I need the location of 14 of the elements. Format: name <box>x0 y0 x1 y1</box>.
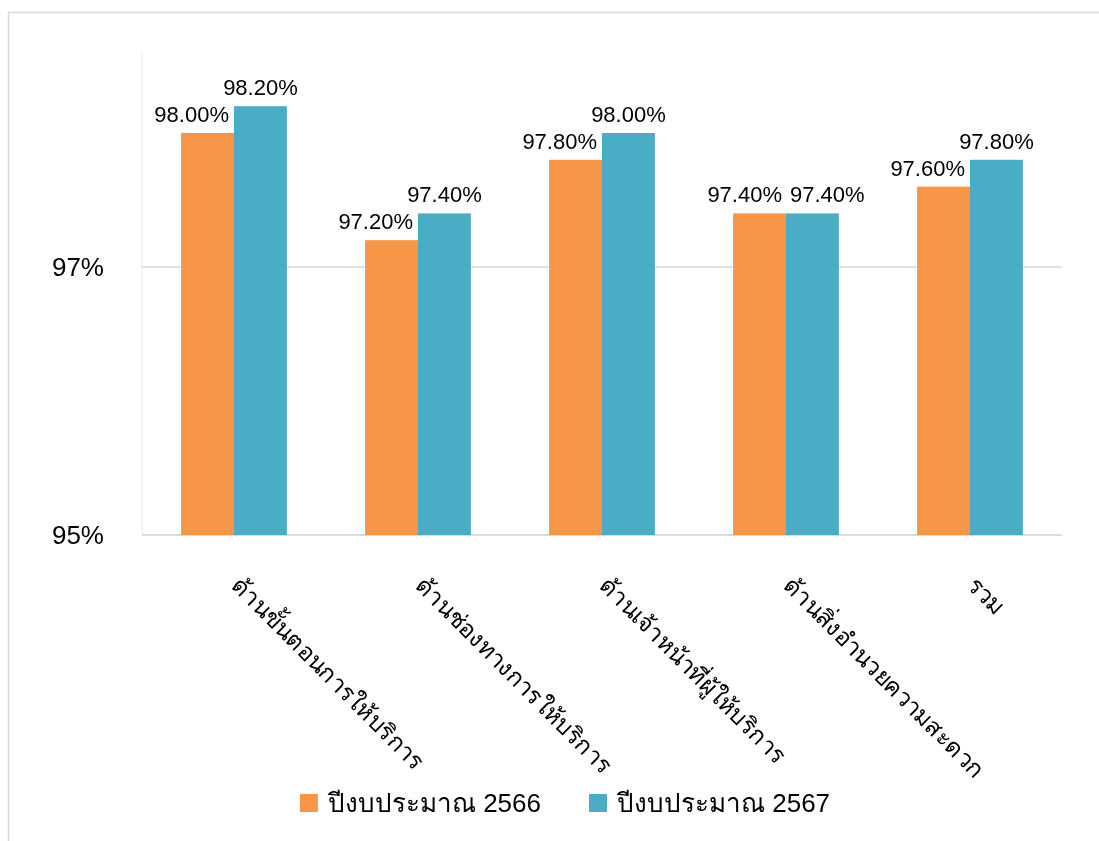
data-label: 97.40% <box>790 182 865 208</box>
y-tick-label: 95% <box>51 520 104 550</box>
data-label: 97.20% <box>338 209 413 235</box>
legend-label: ปีงบประมาณ 2566 <box>327 788 541 818</box>
data-label: 98.00% <box>591 102 666 127</box>
data-label: 98.00% <box>154 102 229 127</box>
legend-label: ปีงบประมาณ 2567 <box>617 788 831 818</box>
data-label: 98.20% <box>223 75 298 101</box>
data-label: 97.60% <box>890 155 965 181</box>
data-label: 97.80% <box>959 128 1034 154</box>
data-label: 97.80% <box>522 128 597 154</box>
data-label: 97.40% <box>407 182 482 208</box>
y-tick-label: 97% <box>51 252 104 282</box>
data-label: 97.40% <box>707 182 782 208</box>
